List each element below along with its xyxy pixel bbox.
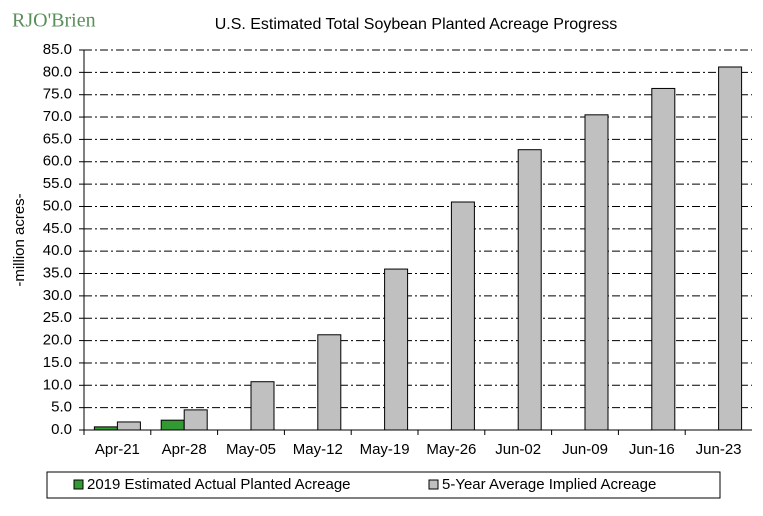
x-tick-label: Apr-21	[95, 441, 140, 458]
y-tick-label: 15.0	[43, 354, 72, 371]
x-tick-label: Jun-02	[495, 441, 541, 458]
y-tick-label: 5.0	[51, 399, 72, 416]
y-axis-label: -million acres-	[11, 193, 28, 286]
y-tick-label: 0.0	[51, 421, 72, 438]
x-tick-label: May-05	[226, 441, 276, 458]
y-tick-label: 20.0	[43, 332, 72, 349]
y-tick-label: 45.0	[43, 220, 72, 237]
legend-swatch	[428, 479, 439, 490]
bar	[116, 421, 141, 431]
y-tick-label: 60.0	[43, 153, 72, 170]
bar	[718, 66, 743, 431]
bar	[160, 419, 185, 431]
legend-label: 2019 Estimated Actual Planted Acreage	[87, 476, 351, 493]
y-tick-label: 25.0	[43, 309, 72, 326]
x-tick-label: Jun-16	[629, 441, 675, 458]
x-tick-label: Jun-23	[696, 441, 742, 458]
chart-title: U.S. Estimated Total Soybean Planted Acr…	[215, 16, 618, 33]
bar	[93, 426, 118, 431]
legend-label: 5-Year Average Implied Acreage	[442, 476, 656, 493]
y-tick-label: 40.0	[43, 242, 72, 259]
y-tick-label: 35.0	[43, 264, 72, 281]
bar	[517, 149, 542, 431]
bar	[250, 381, 275, 431]
bar	[450, 201, 475, 431]
y-tick-label: 85.0	[43, 41, 72, 58]
y-tick-label: 75.0	[43, 86, 72, 103]
logo: RJO'Brien	[12, 10, 96, 32]
y-tick-label: 80.0	[43, 63, 72, 80]
bar	[651, 87, 676, 431]
legend-box	[46, 471, 721, 499]
y-tick-label: 30.0	[43, 287, 72, 304]
x-tick-label: May-26	[426, 441, 476, 458]
x-tick-label: Jun-09	[562, 441, 608, 458]
y-tick-label: 55.0	[43, 175, 72, 192]
bar	[317, 334, 342, 431]
y-tick-label: 10.0	[43, 376, 72, 393]
y-tick-label: 50.0	[43, 197, 72, 214]
bar	[183, 409, 208, 431]
y-tick-label: 65.0	[43, 130, 72, 147]
bar	[384, 268, 409, 431]
bar	[584, 114, 609, 431]
y-tick-label: 70.0	[43, 108, 72, 125]
legend-swatch	[73, 479, 84, 490]
x-tick-label: Apr-28	[162, 441, 207, 458]
x-tick-label: May-12	[293, 441, 343, 458]
x-tick-label: May-19	[360, 441, 410, 458]
